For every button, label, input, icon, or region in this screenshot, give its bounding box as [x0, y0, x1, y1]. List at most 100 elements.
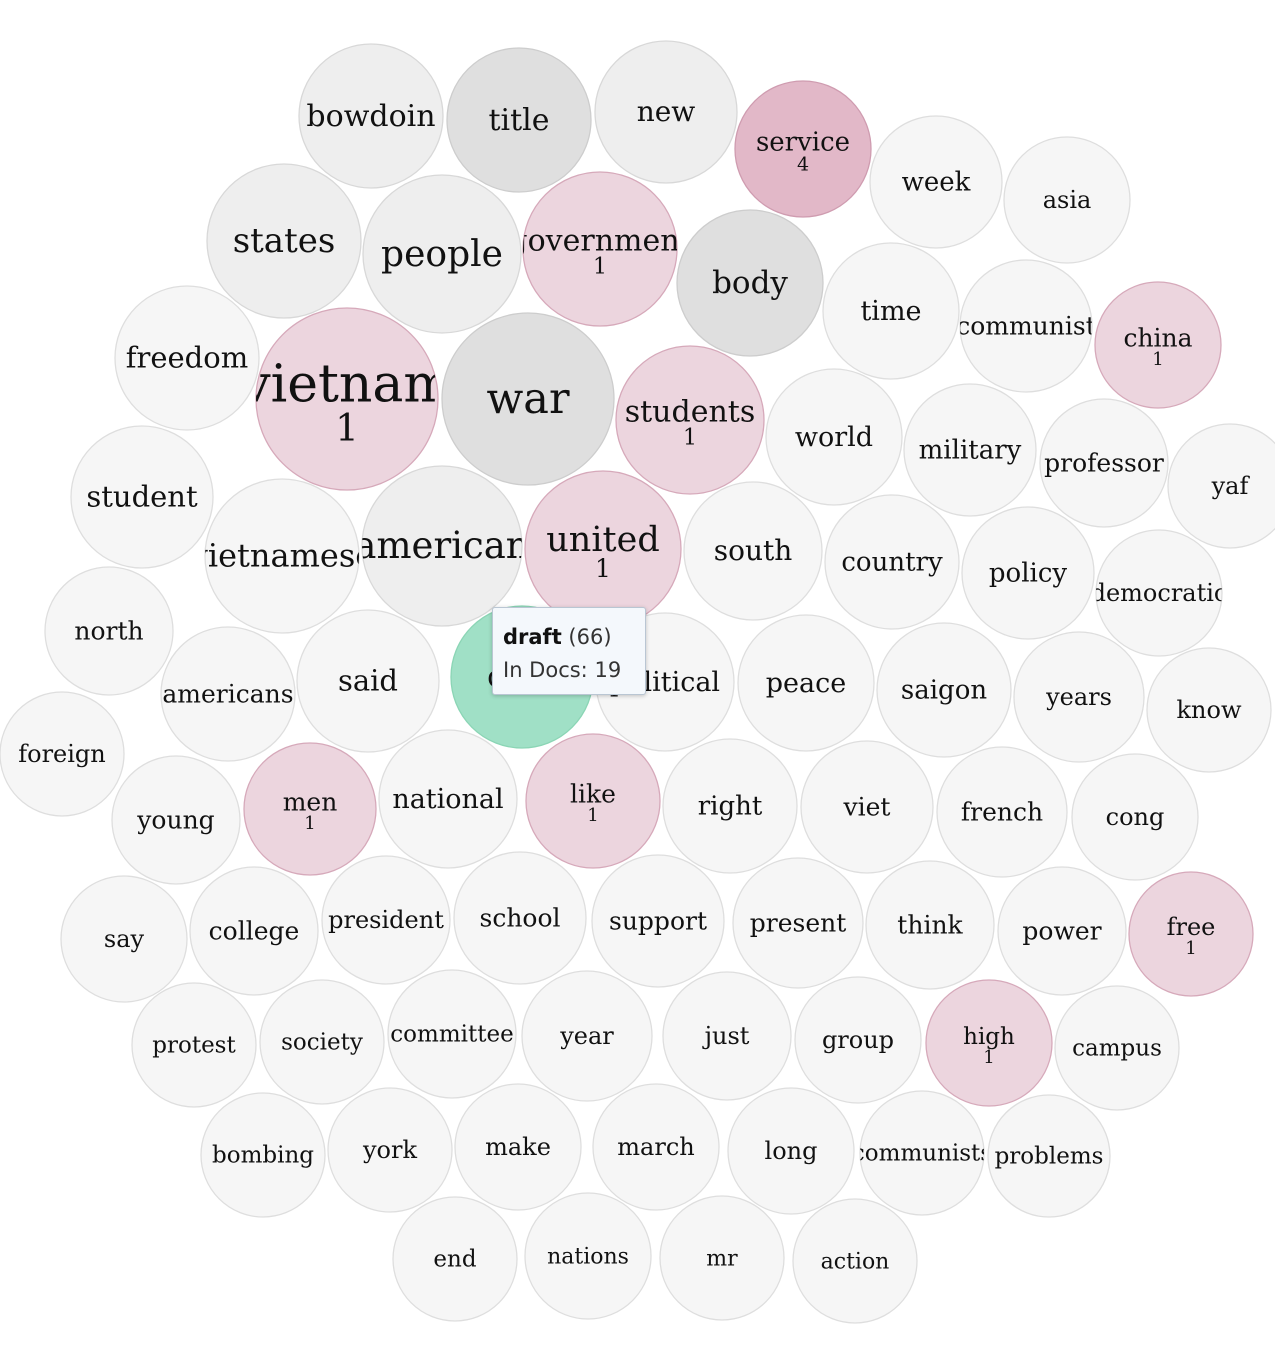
bubble-said[interactable]: said [296, 609, 440, 753]
bubble-circle[interactable] [453, 851, 587, 985]
bubble-peace[interactable]: peace [737, 614, 875, 752]
bubble-world[interactable]: world [765, 368, 903, 506]
bubble-circle[interactable] [525, 733, 661, 869]
bubble-circle[interactable] [0, 691, 125, 817]
bubble-circle[interactable] [876, 622, 1012, 758]
bubble-circle[interactable] [794, 976, 922, 1104]
bubble-professor[interactable]: professor [1039, 398, 1169, 528]
bubble-communists[interactable]: communists [852, 1090, 992, 1216]
bubble-president[interactable]: president [321, 855, 451, 985]
bubble-asia[interactable]: asia [1003, 136, 1131, 264]
bubble-circle[interactable] [961, 506, 1095, 640]
bubble-circle[interactable] [60, 875, 188, 1003]
bubble-freedom[interactable]: freedom [114, 285, 260, 431]
bubble-american[interactable]: american [354, 465, 529, 627]
bubble-americans[interactable]: americans [160, 626, 296, 762]
bubble-circle[interactable] [822, 242, 960, 380]
bubble-north[interactable]: north [44, 566, 174, 696]
bubble-march[interactable]: march [592, 1083, 720, 1211]
bubble-right[interactable]: right [662, 738, 798, 874]
bubble-end[interactable]: end [392, 1196, 518, 1322]
bubble-circle[interactable] [44, 566, 174, 696]
bubble-action[interactable]: action [792, 1198, 918, 1324]
bubble-protest[interactable]: protest [131, 982, 257, 1108]
bubble-circle[interactable] [936, 746, 1068, 878]
bubble-circle[interactable] [454, 1083, 582, 1211]
bubble-circle[interactable] [321, 855, 451, 985]
bubble-circle[interactable] [327, 1087, 453, 1213]
bubble-circle[interactable] [594, 40, 738, 184]
bubble-group[interactable]: group [794, 976, 922, 1104]
bubble-title[interactable]: title [446, 47, 592, 193]
bubble-policy[interactable]: policy [961, 506, 1095, 640]
bubble-french[interactable]: french [936, 746, 1068, 878]
bubble-circle[interactable] [591, 854, 725, 988]
bubble-circle[interactable] [987, 1094, 1111, 1218]
bubble-circle[interactable] [662, 971, 792, 1101]
bubble-circle[interactable] [592, 1083, 720, 1211]
bubble-week[interactable]: week [869, 115, 1003, 249]
bubble-states[interactable]: states [206, 163, 362, 319]
bubble-circle[interactable] [727, 1087, 855, 1215]
bubble-circle[interactable] [522, 171, 678, 327]
bubble-circle[interactable] [859, 1090, 985, 1216]
bubble-circle[interactable] [204, 478, 360, 634]
bubble-vietnamese[interactable]: vietnamese [189, 478, 374, 634]
bubble-circle[interactable] [111, 755, 241, 885]
bubble-circle[interactable] [160, 626, 296, 762]
bubble-know[interactable]: know [1146, 647, 1272, 773]
bubble-circle[interactable] [378, 729, 518, 869]
bubble-power[interactable]: power [997, 866, 1127, 996]
bubble-cong[interactable]: cong [1071, 753, 1199, 881]
bubble-nations[interactable]: nations [524, 1192, 652, 1320]
bubble-circle[interactable] [521, 970, 653, 1102]
bubble-circle[interactable] [869, 115, 1003, 249]
bubble-think[interactable]: think [865, 860, 995, 990]
bubble-military[interactable]: military [903, 383, 1037, 517]
bubble-circle[interactable] [70, 425, 214, 569]
bubble-circle[interactable] [1095, 529, 1223, 657]
bubble-circle[interactable] [298, 43, 444, 189]
bubble-long[interactable]: long [727, 1087, 855, 1215]
bubble-young[interactable]: young [111, 755, 241, 885]
bubble-war[interactable]: war [441, 312, 615, 486]
bubble-south[interactable]: south [683, 481, 823, 621]
bubble-circle[interactable] [925, 979, 1053, 1107]
bubble-yaf[interactable]: yaf [1167, 423, 1275, 549]
bubble-viet[interactable]: viet [800, 740, 934, 874]
bubble-circle[interactable] [1128, 871, 1254, 997]
bubble-society[interactable]: society [259, 979, 385, 1105]
bubble-support[interactable]: support [591, 854, 725, 988]
bubble-circle[interactable] [732, 857, 864, 989]
bubble-circle[interactable] [1039, 398, 1169, 528]
bubble-democratic[interactable]: democratic [1091, 529, 1228, 657]
bubble-circle[interactable] [243, 742, 377, 876]
bubble-circle[interactable] [1146, 647, 1272, 773]
bubble-circle[interactable] [737, 614, 875, 752]
bubble-circle[interactable] [1094, 281, 1222, 409]
bubble-foreign[interactable]: foreign [0, 691, 125, 817]
bubble-circle[interactable] [1003, 136, 1131, 264]
bubble-circle[interactable] [1054, 985, 1180, 1111]
bubble-time[interactable]: time [822, 242, 960, 380]
bubble-circle[interactable] [255, 307, 439, 491]
bubble-circle[interactable] [259, 979, 385, 1105]
bubble-campus[interactable]: campus [1054, 985, 1180, 1111]
bubble-circle[interactable] [361, 465, 523, 627]
bubble-circle[interactable] [1167, 423, 1275, 549]
bubble-committee[interactable]: committee [387, 969, 517, 1099]
bubble-circle[interactable] [131, 982, 257, 1108]
bubble-circle[interactable] [800, 740, 934, 874]
bubble-school[interactable]: school [453, 851, 587, 985]
bubble-circle[interactable] [997, 866, 1127, 996]
bubble-circle[interactable] [683, 481, 823, 621]
bubble-circle[interactable] [200, 1092, 326, 1218]
bubble-york[interactable]: york [327, 1087, 453, 1213]
bubble-circle[interactable] [392, 1196, 518, 1322]
